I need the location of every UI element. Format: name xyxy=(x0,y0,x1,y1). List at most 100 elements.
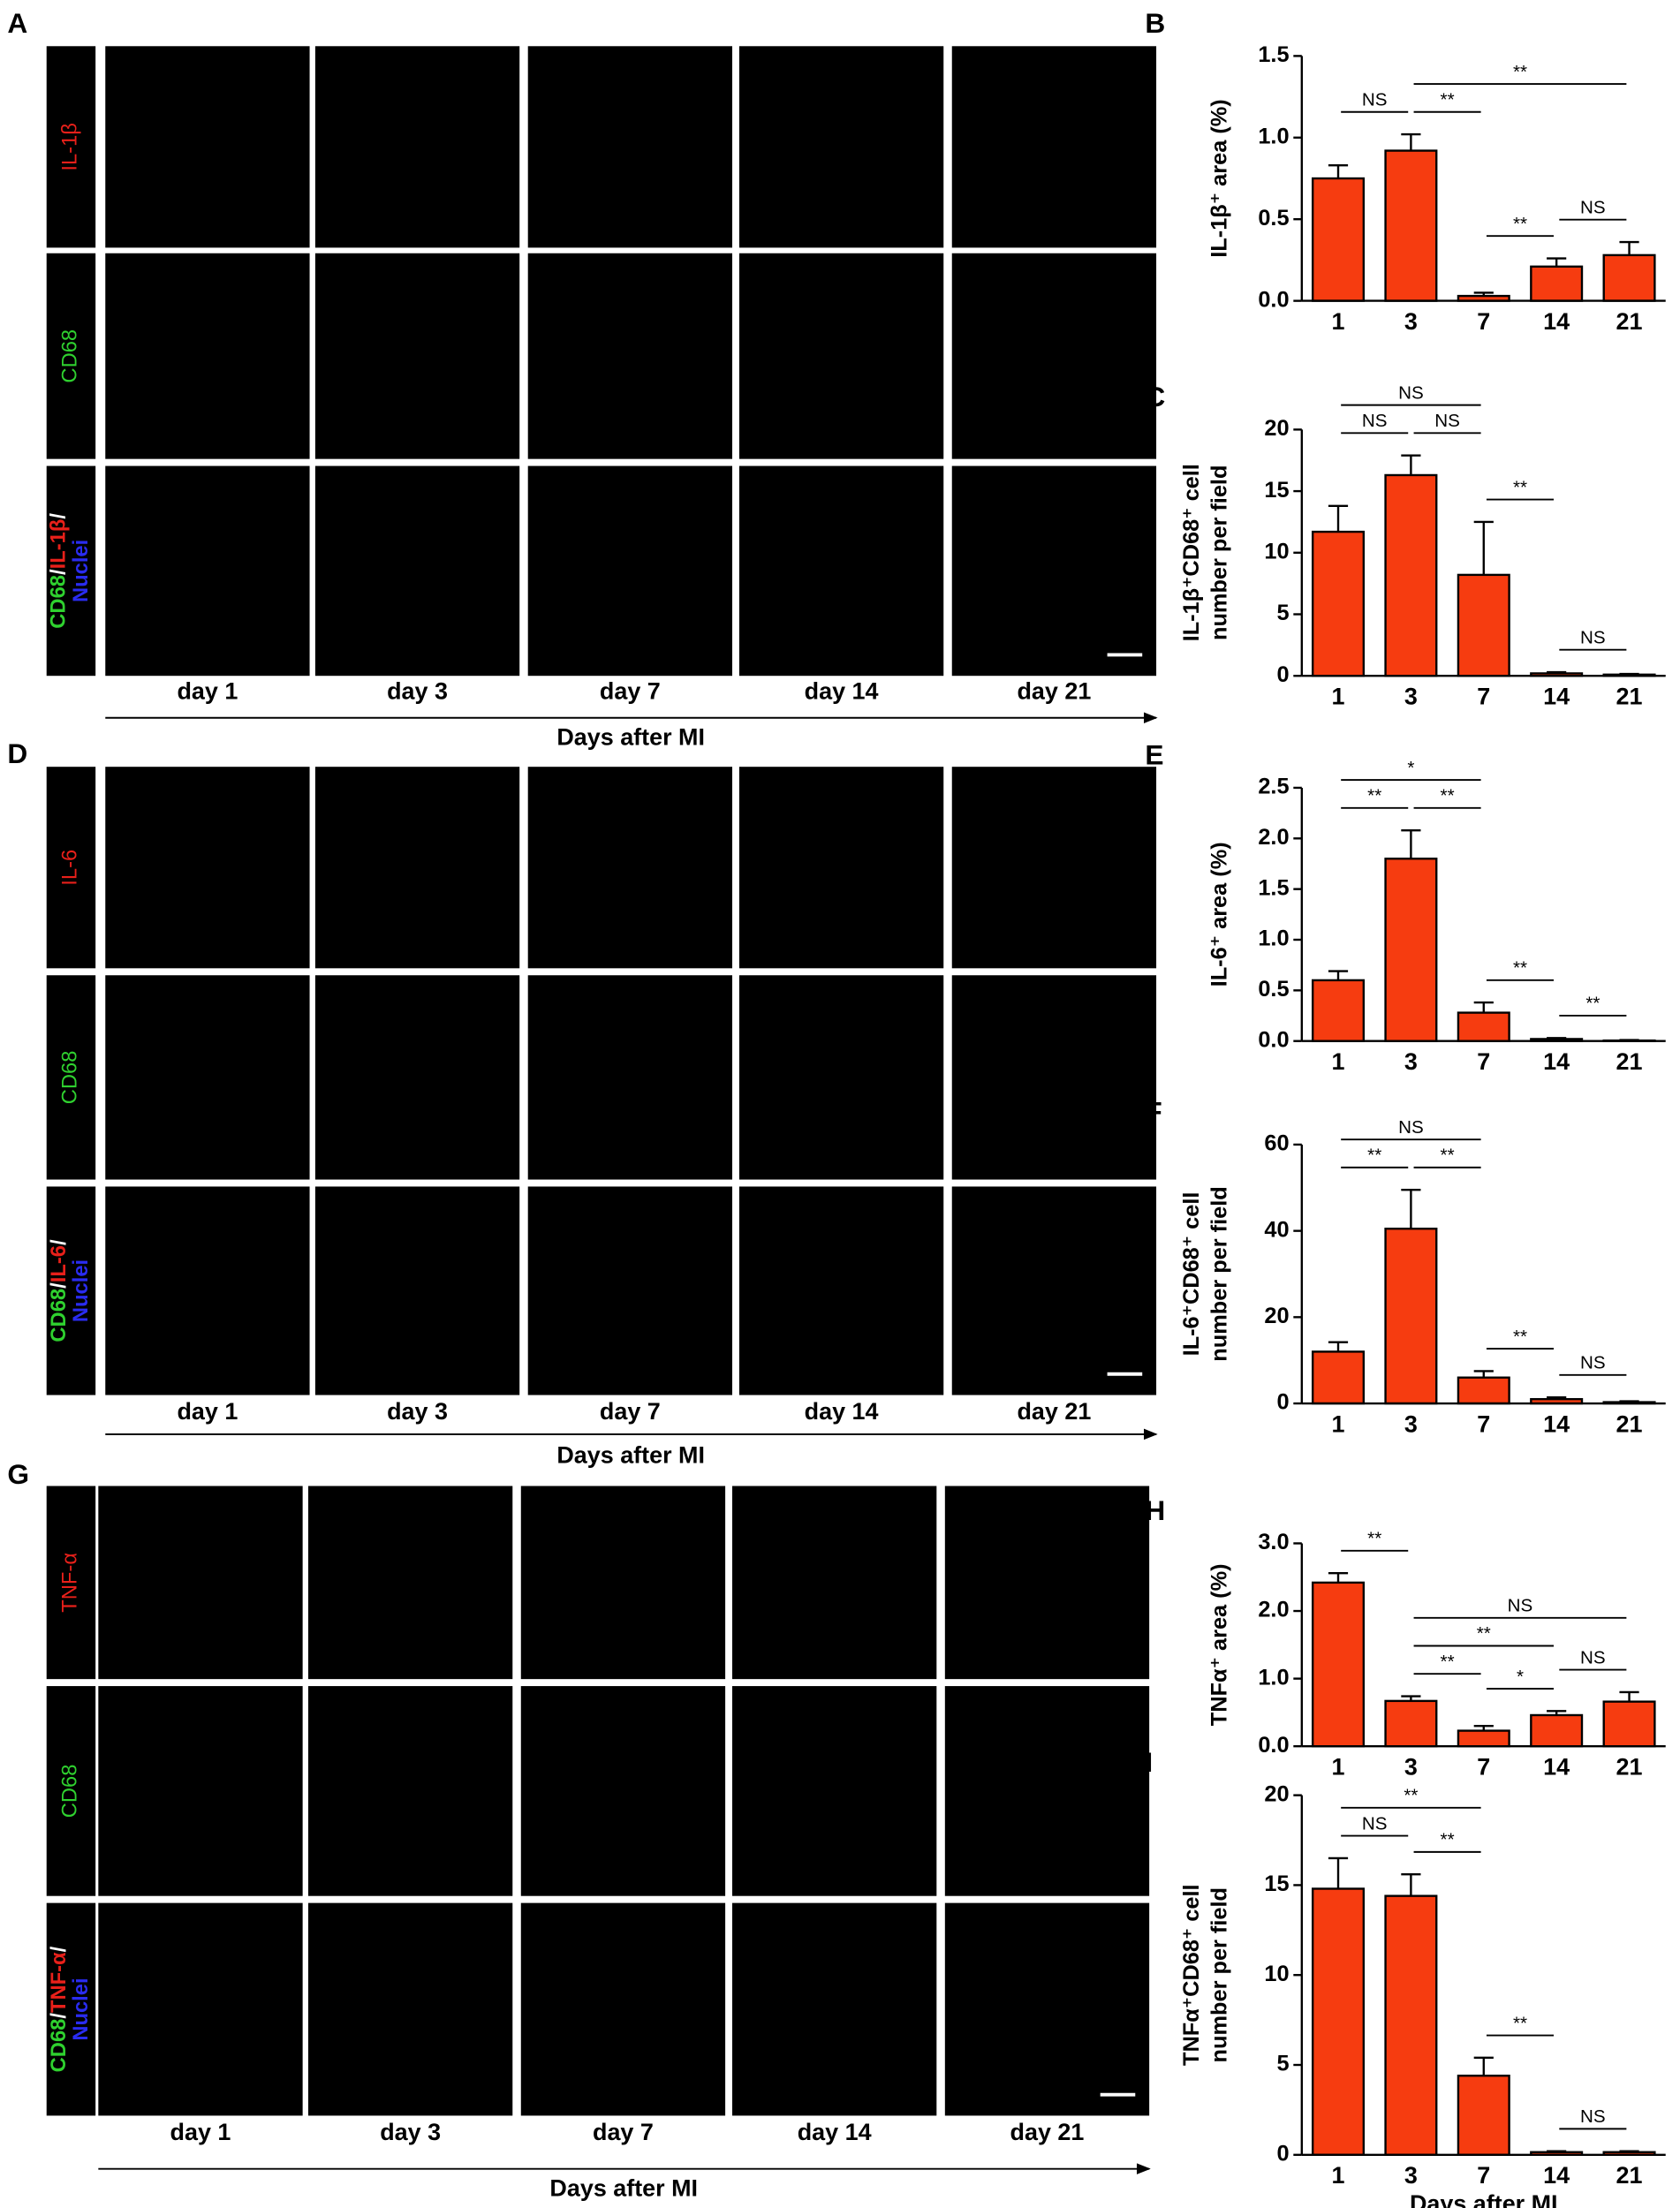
y-tick-label: 2.5 xyxy=(1258,775,1289,799)
x-tick-label: 7 xyxy=(1477,1048,1490,1075)
micrograph xyxy=(105,975,310,1180)
y-tick-label: 0 xyxy=(1276,2141,1289,2166)
micrograph xyxy=(105,46,310,248)
merged-label-part: / xyxy=(47,1239,71,1245)
panel-letter: I xyxy=(1145,1746,1153,1778)
micrograph xyxy=(738,767,944,969)
panel-letter: F xyxy=(1145,1095,1162,1127)
bar xyxy=(1311,530,1366,677)
panel-letter: G xyxy=(7,1458,29,1490)
x-tick-label: 1 xyxy=(1332,1048,1345,1075)
x-tick-label: 21 xyxy=(1616,308,1643,335)
x-tick-label: 3 xyxy=(1404,684,1418,710)
y-tick-label: 5 xyxy=(1276,601,1289,625)
micrograph xyxy=(98,1486,303,1680)
x-tick-label: 3 xyxy=(1404,1048,1418,1075)
significance-label: NS xyxy=(1508,1596,1533,1616)
micrograph xyxy=(732,1902,937,2116)
micrograph xyxy=(105,1186,310,1395)
y-tick-label: 60 xyxy=(1264,1131,1289,1156)
merged-label: Nuclei xyxy=(69,1977,93,2040)
significance-label: NS xyxy=(1580,2106,1606,2127)
y-tick-label: 10 xyxy=(1264,539,1289,563)
merged-label-part: / xyxy=(47,2013,71,2019)
significance-label: NS xyxy=(1434,411,1460,431)
day-label: day 7 xyxy=(593,2119,654,2145)
channel-label: CD68 xyxy=(58,1051,82,1105)
significance-label: NS xyxy=(1362,1813,1388,1834)
y-axis-label: IL-1β⁺CD68⁺ cell xyxy=(1179,464,1204,641)
significance-label: ** xyxy=(1585,994,1600,1014)
panel-letter: D xyxy=(7,737,27,769)
y-tick-label: 20 xyxy=(1264,1781,1289,1806)
merged-label-part: / xyxy=(47,1946,71,1952)
significance-label: ** xyxy=(1441,1830,1455,1850)
micrograph xyxy=(951,975,1157,1180)
micrograph xyxy=(520,1686,726,1896)
significance-label: ** xyxy=(1367,1529,1381,1549)
significance-label: NS xyxy=(1398,1117,1424,1138)
x-tick-label: 7 xyxy=(1477,2162,1490,2189)
x-tick-label: 7 xyxy=(1477,1410,1490,1437)
x-tick-label: 7 xyxy=(1477,684,1490,710)
y-tick-label: 0.5 xyxy=(1258,977,1289,1002)
bar xyxy=(1384,1228,1438,1405)
significance-label: ** xyxy=(1513,2013,1527,2033)
y-tick-label: 15 xyxy=(1264,478,1289,503)
bar xyxy=(1311,979,1366,1042)
label-strip xyxy=(46,767,96,969)
y-tick-label: 1.5 xyxy=(1258,875,1289,900)
channel-label: IL-6 xyxy=(58,850,82,886)
label-strip xyxy=(46,465,96,677)
micrograph xyxy=(527,46,733,248)
significance-label: ** xyxy=(1513,214,1527,234)
merged-label-part: Nuclei xyxy=(69,1259,93,1322)
merged-label: Nuclei xyxy=(69,1259,93,1322)
micrograph xyxy=(105,767,310,969)
x-tick-label: 14 xyxy=(1543,308,1570,335)
significance-label: ** xyxy=(1513,477,1527,497)
micrograph xyxy=(951,253,1157,459)
y-axis-label: number per field xyxy=(1207,1887,1232,2062)
merged-label-part: IL-1β xyxy=(47,519,71,570)
x-tick-label: 14 xyxy=(1543,1048,1570,1075)
micrograph xyxy=(527,767,733,969)
bar xyxy=(1384,1699,1438,1748)
label-strip xyxy=(46,46,96,248)
micrograph xyxy=(527,975,733,1180)
day-label: day 1 xyxy=(170,2119,231,2145)
bar xyxy=(1457,573,1510,677)
bar xyxy=(1384,1894,1438,2156)
y-tick-label: 1.0 xyxy=(1258,926,1289,951)
x-tick-label: 21 xyxy=(1616,1048,1643,1075)
bar xyxy=(1457,1729,1510,1748)
y-axis-label: IL-6⁺CD68⁺ cell xyxy=(1179,1192,1204,1357)
x-tick-label: 14 xyxy=(1543,1754,1570,1781)
y-tick-label: 0.5 xyxy=(1258,206,1289,231)
micrograph xyxy=(520,1486,726,1680)
merged-label: CD68/TNF-α/ xyxy=(47,1946,71,2072)
micrograph xyxy=(527,1186,733,1395)
channel-label: IL-1β xyxy=(58,123,82,171)
significance-label: NS xyxy=(1362,411,1388,431)
channel-label: TNF-α xyxy=(58,1553,82,1613)
x-tick-label: 7 xyxy=(1477,1754,1490,1781)
x-tick-label: 1 xyxy=(1332,308,1345,335)
x-axis-label: Days after MI xyxy=(1410,2190,1558,2208)
panel-letter: H xyxy=(1145,1494,1165,1526)
y-axis-label: IL-6⁺ area (%) xyxy=(1207,842,1232,987)
micrograph xyxy=(527,465,733,677)
x-axis-label: Days after MI xyxy=(556,724,705,751)
bar xyxy=(1602,253,1656,302)
significance-label: ** xyxy=(1441,90,1455,110)
x-tick-label: 21 xyxy=(1616,2162,1643,2189)
y-tick-label: 0 xyxy=(1276,662,1289,687)
panel-letter: A xyxy=(7,7,27,39)
day-label: day 1 xyxy=(177,677,238,704)
y-tick-label: 2.0 xyxy=(1258,1598,1289,1622)
y-axis-label: IL-1β⁺ area (%) xyxy=(1207,99,1232,257)
micrograph xyxy=(944,1902,1150,2116)
bar xyxy=(1530,265,1584,302)
significance-label: ** xyxy=(1367,786,1381,806)
